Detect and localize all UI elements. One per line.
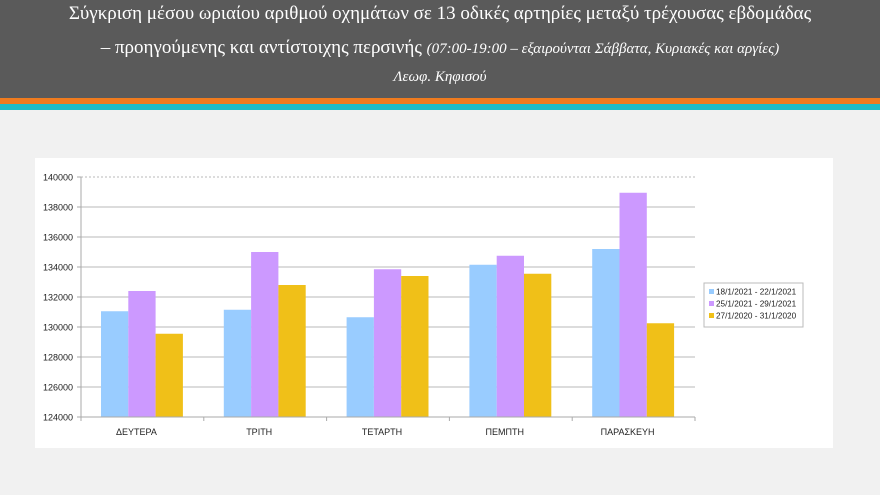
x-category-label: ΔΕΥΤΕΡΑ <box>116 427 157 437</box>
bar <box>155 333 183 417</box>
chart-title-line2-note: (07:00-19:00 – εξαιρούνται Σάββατα, Κυρι… <box>426 41 780 57</box>
orange-stripe-divider <box>0 98 880 104</box>
chart-title-line2: – προηγούμενης και αντίστοιχης περσινής … <box>0 34 880 63</box>
y-tick-label: 126000 <box>43 383 73 393</box>
chart-subtitle-road: Λεωφ. Κηφισού <box>393 69 487 85</box>
y-tick-label: 136000 <box>43 233 73 243</box>
y-tick-label: 138000 <box>43 203 73 213</box>
y-tick-label: 134000 <box>43 263 73 273</box>
bar <box>101 311 129 417</box>
y-tick-label: 140000 <box>43 173 73 183</box>
x-category-label: ΤΕΤΑΡΤΗ <box>362 427 402 437</box>
chart-title-line1: Σύγκριση μέσου ωριαίου αριθμού οχημάτων … <box>68 3 812 24</box>
bar <box>401 276 429 417</box>
bar <box>223 309 252 417</box>
legend-swatch <box>709 301 714 306</box>
bar <box>524 273 552 417</box>
legend-label: 25/1/2021 - 29/1/2021 <box>716 300 797 309</box>
legend-swatch <box>709 289 714 294</box>
bar <box>496 255 524 417</box>
bar-chart: 124000 126000 128000 130000 132000 134000 1360… <box>43 173 804 437</box>
bar <box>592 249 620 417</box>
bar <box>251 252 279 417</box>
bar <box>619 192 647 417</box>
bar <box>278 285 306 417</box>
bars <box>101 192 675 417</box>
bar <box>346 317 374 417</box>
chart-title-line2-main: – προηγούμενης και αντίστοιχης περσινής <box>100 37 427 58</box>
legend-label: 18/1/2021 - 22/1/2021 <box>716 288 797 297</box>
y-tick-label: 128000 <box>43 353 73 363</box>
bar <box>128 291 156 417</box>
chart-panel: 124000 126000 128000 130000 132000 134000 1360… <box>35 158 833 448</box>
x-category-label: ΠΑΡΑΣΚΕΥΗ <box>601 427 655 437</box>
legend-label: 27/1/2020 - 31/1/2020 <box>716 312 797 321</box>
teal-stripe-divider <box>0 104 880 110</box>
legend: 18/1/2021 - 22/1/2021 25/1/2021 - 29/1/20… <box>703 282 804 328</box>
bar <box>646 323 675 417</box>
y-axis: 124000 126000 128000 130000 132000 134000 1360… <box>43 173 82 423</box>
y-tick-label: 124000 <box>43 413 73 423</box>
legend-swatch <box>709 313 714 318</box>
bar <box>469 264 497 417</box>
y-tick-label: 130000 <box>43 323 73 333</box>
x-category-label: ΠΕΜΠΤΗ <box>486 427 525 437</box>
x-category-label: ΤΡΙΤΗ <box>246 427 272 437</box>
x-axis: ΔΕΥΤΕΡΑ ΤΡΙΤΗ ΤΕΤΑΡΤΗ ΠΕΜΠΤΗ ΠΑΡΑΣΚΕΥΗ <box>80 416 696 437</box>
bar <box>373 269 402 417</box>
header-banner: Σύγκριση μέσου ωριαίου αριθμού οχημάτων … <box>0 0 880 98</box>
y-tick-label: 132000 <box>43 293 73 303</box>
